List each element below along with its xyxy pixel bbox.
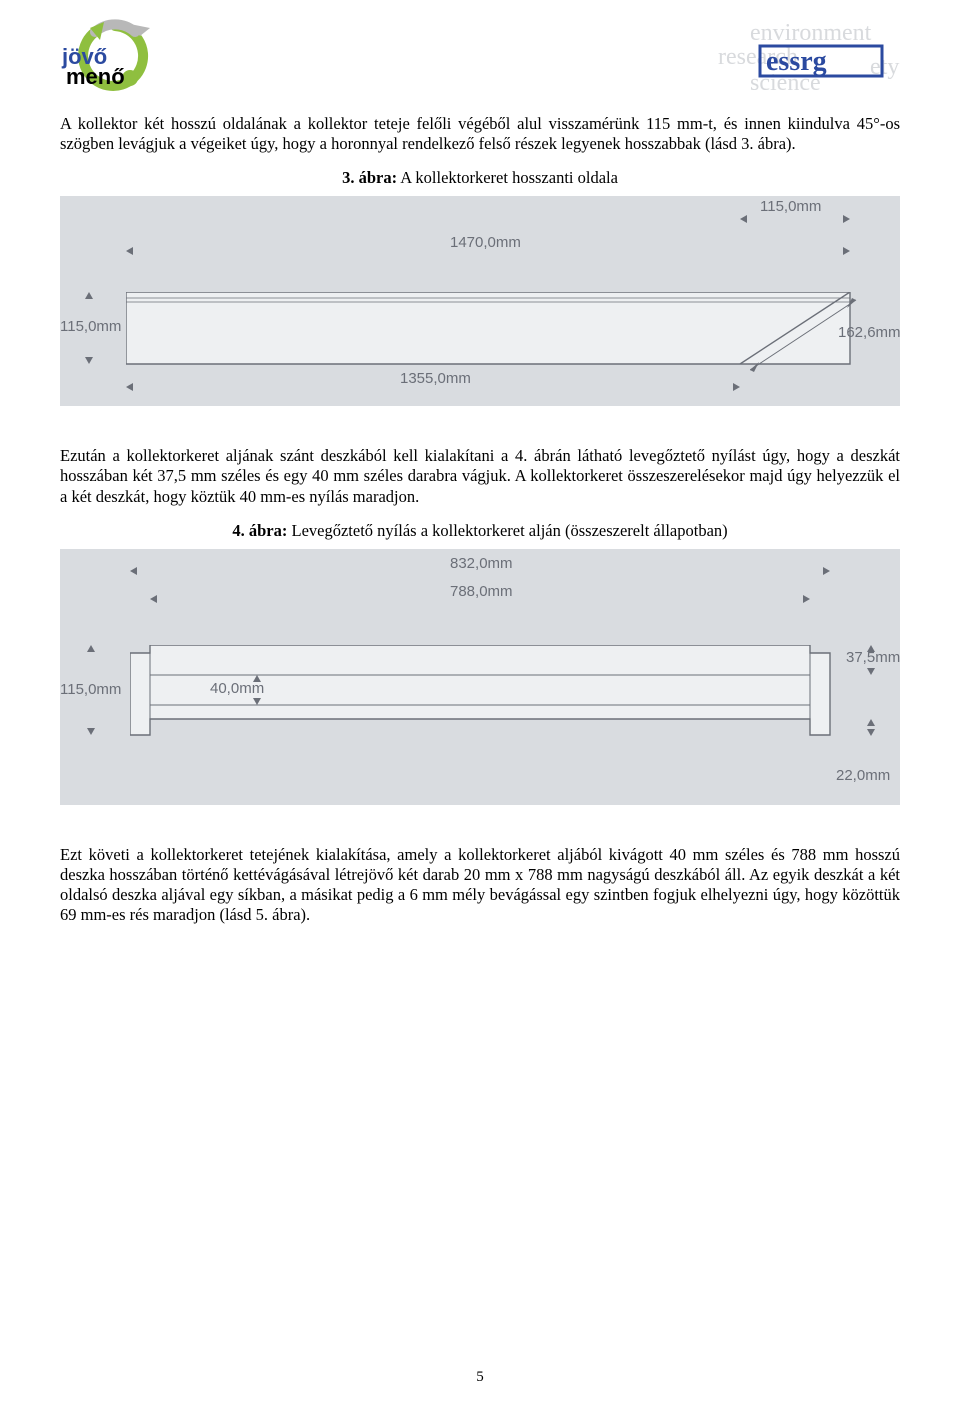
fig4-dim-788: 788,0mm [450, 583, 513, 600]
figure-3-caption: 3. ábra: A kollektorkeret hosszanti olda… [60, 168, 900, 188]
svg-text:menő: menő [66, 64, 125, 89]
caption-rest: Levegőztető nyílás a kollektorkeret aljá… [287, 521, 727, 540]
fig3-dim-1355: 1355,0mm [400, 370, 471, 387]
figure-3: 115,0mm 1470,0mm 115,0mm 1355,0mm 162,6 [60, 196, 900, 406]
fig3-dim-height: 115,0mm [60, 318, 121, 335]
fig4-dim-gap: 40,0mm [210, 680, 264, 697]
fig3-dim-top-right: 115,0mm [760, 198, 821, 215]
essrg-logo: environment research ety science essrg [640, 18, 900, 100]
svg-text:essrg: essrg [766, 46, 827, 77]
fig4-dim-height: 115,0mm [60, 681, 121, 698]
paragraph-2: Ezután a kollektorkeret aljának szánt de… [60, 446, 900, 506]
caption-bold: 3. ábra: [342, 168, 397, 187]
caption-rest: A kollektorkeret hosszanti oldala [397, 168, 618, 187]
figure-4: 832,0mm 788,0mm 115,0mm [60, 549, 900, 805]
paragraph-1: A kollektor két hosszú oldalának a kolle… [60, 114, 900, 154]
paragraph-3: Ezt követi a kollektorkeret tetejének ki… [60, 845, 900, 926]
fig4-dim-22: 22,0mm [836, 767, 890, 784]
fig4-dim-375: 37,5mm [846, 649, 900, 666]
fig3-dim-1470: 1470,0mm [450, 234, 521, 251]
caption-bold: 4. ábra: [232, 521, 287, 540]
figure-4-caption: 4. ábra: Levegőztető nyílás a kollektork… [60, 521, 900, 541]
page-number: 5 [0, 1369, 960, 1386]
essrg-bg-text: environment [750, 20, 872, 46]
fig4-dim-832: 832,0mm [450, 555, 513, 572]
jovo-meno-logo: jövő menő [60, 18, 170, 100]
page-header: jövő menő environment research ety scien… [60, 18, 900, 100]
